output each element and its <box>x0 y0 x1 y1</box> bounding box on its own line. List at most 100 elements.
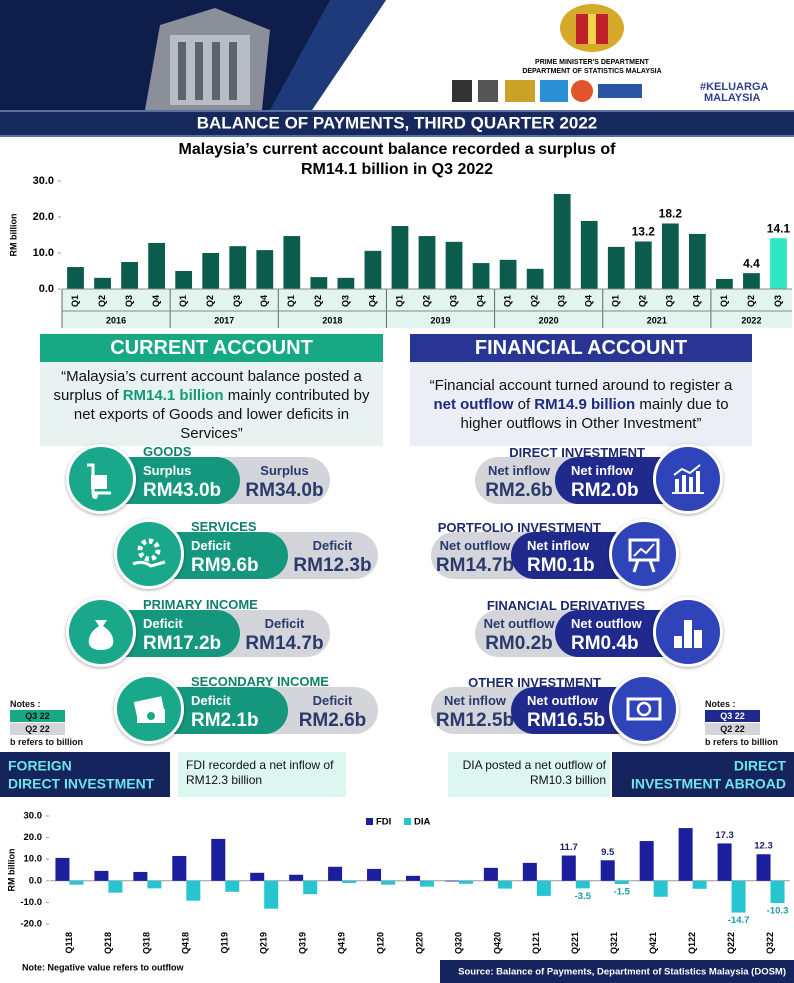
status: Surplus <box>260 462 309 478</box>
icon <box>653 597 723 667</box>
bar <box>418 236 436 289</box>
notes-unit: b refers to billion <box>10 737 84 747</box>
source-bar <box>440 960 794 983</box>
value-label: 11.7 <box>560 842 578 853</box>
bar <box>94 277 111 289</box>
bar <box>202 253 220 289</box>
bar <box>522 862 537 881</box>
status: Net outflow <box>483 615 555 631</box>
dia-label: DIRECT <box>734 758 787 774</box>
x-tick-label: Q221 <box>570 932 580 954</box>
bar <box>497 880 512 889</box>
y-tick-label: 10.0 <box>33 247 54 259</box>
bar <box>472 263 490 289</box>
dia-text-box <box>448 752 610 797</box>
bar <box>483 867 498 881</box>
bar <box>186 880 201 901</box>
quote-text: “Malaysia’s current account balance post… <box>53 368 362 404</box>
notes-title: Notes : <box>10 699 41 709</box>
bar <box>69 880 84 885</box>
bar <box>420 880 435 887</box>
icon-glyph <box>626 697 662 721</box>
dia-label-box <box>612 752 794 797</box>
bar <box>55 857 70 881</box>
x-tick-label: Q3 <box>557 295 567 307</box>
amount: RM0.1b <box>527 554 595 576</box>
x-tick-label: Q3 <box>448 295 458 307</box>
bar <box>575 880 590 889</box>
x-tick-label: Q2 <box>638 295 648 307</box>
legend-swatch <box>404 818 411 825</box>
bar <box>250 872 265 881</box>
amount: RM2.6b <box>298 709 367 731</box>
x-tick-label: Q321 <box>609 932 619 954</box>
x-tick-label: Q222 <box>726 932 736 954</box>
notes-q2: Q2 22 <box>10 723 65 735</box>
bar <box>121 262 138 289</box>
icon <box>66 444 136 514</box>
x-tick-label: Q318 <box>142 932 152 954</box>
x-tick-label: Q421 <box>648 932 658 954</box>
x-tick-label: Q4 <box>475 295 485 307</box>
y-tick-label: 10.0 <box>24 854 43 865</box>
quote-emphasis: RM14.9 billion <box>534 396 636 413</box>
status: Net inflow <box>527 537 590 553</box>
amount: RM17.2b <box>143 632 222 654</box>
bar <box>770 238 787 289</box>
fdi-label: DIRECT INVESTMENT <box>8 776 155 792</box>
amount: RM43.0b <box>143 479 222 501</box>
status: Deficit <box>143 615 183 631</box>
bar <box>553 193 571 289</box>
status: Deficit <box>191 692 231 708</box>
x-tick-label: Q4 <box>584 295 594 307</box>
value-label: 18.2 <box>659 207 683 221</box>
x-tick-label: Q3 <box>124 295 134 307</box>
year-label: 2018 <box>322 315 342 325</box>
bar <box>653 880 668 897</box>
item-title: SERVICES <box>191 519 257 534</box>
quote-emphasis: net outflow <box>433 396 514 413</box>
bar <box>211 838 226 881</box>
icon <box>609 519 679 589</box>
bar <box>364 250 382 289</box>
value-label: 17.3 <box>715 830 734 841</box>
bar <box>678 828 693 881</box>
bar <box>391 226 409 289</box>
icon-glyph <box>132 538 166 568</box>
y-tick-label: 30.0 <box>24 811 43 822</box>
q2-pill: Surplus RM34.0b <box>217 457 330 504</box>
x-tick-label: Q322 <box>765 932 775 954</box>
bar <box>229 246 247 289</box>
title-bar <box>0 110 794 137</box>
status: Net inflow <box>571 462 634 478</box>
subtitle: RM14.1 billion in Q3 2022 <box>301 161 493 178</box>
x-tick-label: Q1 <box>286 295 296 307</box>
bar <box>634 241 652 289</box>
x-tick-label: Q418 <box>181 932 191 954</box>
x-tick-label: Q218 <box>103 932 113 954</box>
x-tick-label: Q4 <box>151 295 161 307</box>
notes-q3: Q3 22 <box>705 710 760 722</box>
icon <box>609 674 679 744</box>
amount: RM14.7b <box>435 554 515 576</box>
y-tick-label: 30.0 <box>33 175 54 187</box>
amount: RM2.6b <box>485 479 553 501</box>
status: Deficit <box>312 692 353 708</box>
quote-text: “Financial account turned around to regi… <box>429 377 733 394</box>
amount: RM12.3b <box>293 554 372 576</box>
item-title: GOODS <box>143 444 192 459</box>
x-tick-label: Q3 <box>232 295 242 307</box>
axis-band <box>62 289 792 328</box>
value-label: 4.4 <box>743 256 760 270</box>
fdi-label: FOREIGN <box>8 758 72 774</box>
bar <box>264 880 279 909</box>
legend-swatch <box>366 818 373 825</box>
status: Net inflow <box>487 462 551 478</box>
x-tick-label: Q1 <box>502 295 512 307</box>
bar <box>289 874 304 881</box>
amount: RM2.1b <box>191 709 259 731</box>
dia-label: INVESTMENT ABROAD <box>631 776 786 792</box>
status: Deficit <box>191 537 231 553</box>
bar <box>283 236 301 289</box>
